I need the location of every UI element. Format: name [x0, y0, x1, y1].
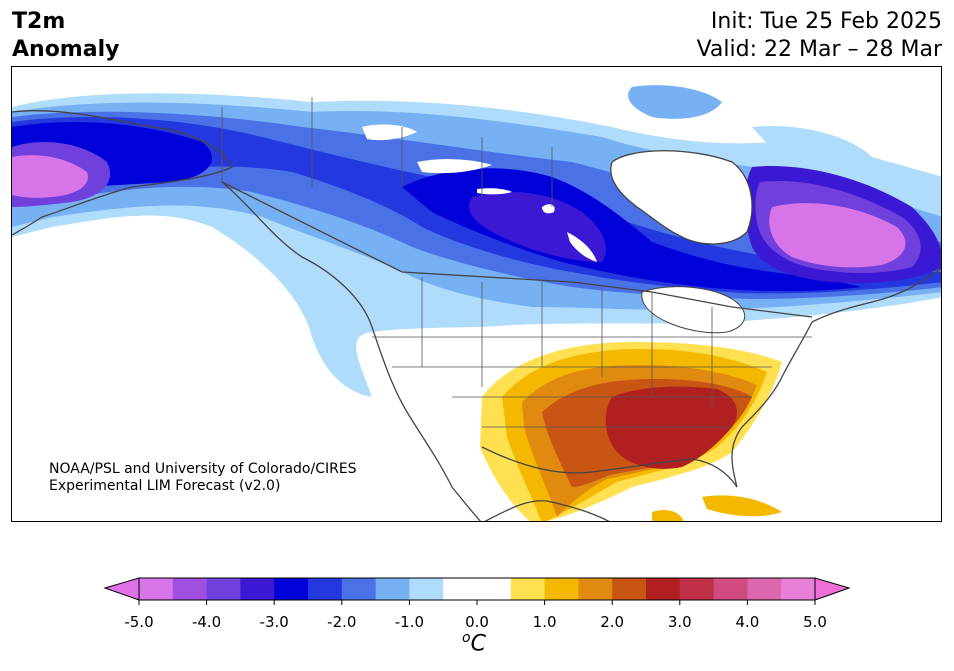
- colorbar-tick-label: 3.0: [667, 613, 692, 631]
- canada-us-border: [221, 181, 813, 318]
- atlantic-coast: [811, 267, 941, 323]
- colorbar-cell: [646, 578, 681, 600]
- colorbar-tick-label: -3.0: [259, 613, 289, 631]
- hudson-coast: [610, 150, 753, 245]
- yucatan: [652, 510, 684, 521]
- credit-line2: Experimental LIM Forecast (v2.0): [49, 478, 281, 494]
- colorbar-tick-label: -2.0: [327, 613, 357, 631]
- colorbar-tick-label: 1.0: [532, 613, 557, 631]
- arctic-light: [752, 126, 872, 160]
- credit-line1: NOAA/PSL and University of Colorado/CIRE…: [49, 461, 357, 477]
- province-lines: [221, 97, 553, 207]
- mexico-coast: [484, 500, 610, 521]
- cold-core-violet: [468, 192, 606, 262]
- lake-athabasca: [477, 188, 512, 195]
- colorbar-tick-label: -5.0: [124, 613, 154, 631]
- unit-letter: C: [470, 631, 486, 657]
- colorbar-cell: [679, 578, 715, 600]
- gulf-coast: [481, 321, 813, 488]
- pacific-coast: [221, 181, 482, 521]
- valid-range: Valid: 22 Mar – 28 Mar: [696, 37, 942, 62]
- colorbar-cell: [240, 578, 275, 600]
- great-bear-lake: [362, 124, 417, 141]
- reindeer-lake: [542, 204, 555, 214]
- colorbar-ticks: [138, 600, 816, 605]
- colorbar-tick-label: 5.0: [803, 613, 827, 631]
- colorbar-cell: [781, 578, 816, 600]
- colorbar-cell: [578, 578, 613, 600]
- alaska-extreme-core: [12, 155, 88, 198]
- colorbar-cell: [612, 578, 647, 600]
- colorbar-cells: [139, 578, 816, 600]
- colorbar-cell: [206, 578, 241, 600]
- state-lines: [372, 277, 812, 428]
- great-lakes: [641, 286, 745, 334]
- colorbar-cell: [375, 578, 410, 600]
- colorbar-tick-label: -1.0: [394, 613, 425, 631]
- colorbar-cell: [443, 578, 478, 600]
- colorbar-cell: [713, 578, 748, 600]
- colorbar-tick-label: 2.0: [600, 613, 625, 631]
- anomaly-map: [11, 66, 942, 522]
- colorbar-cell: [477, 578, 512, 600]
- title-variable: T2m: [12, 9, 66, 34]
- lake-winnipeg: [567, 232, 597, 262]
- colorbar-cell: [747, 578, 782, 600]
- colorbar-tick-label: 0.0: [465, 613, 489, 631]
- warm-red: [605, 386, 737, 469]
- colorbar-tick-label: 4.0: [735, 613, 760, 631]
- hudson-bay: [610, 150, 752, 244]
- colorbar-low-extend: [103, 577, 140, 601]
- title: T2m Anomaly: [12, 8, 119, 64]
- colorbar-cell: [544, 578, 579, 600]
- unit-degree: o: [462, 630, 471, 646]
- colorbar-unit: oC: [462, 630, 486, 656]
- cuba: [702, 495, 782, 517]
- arctic-blue: [628, 85, 722, 119]
- great-slave-lake: [417, 159, 492, 174]
- alaska-coast: [12, 110, 233, 236]
- credit-text: NOAA/PSL and University of Colorado/CIRE…: [49, 461, 357, 495]
- colorbar-cell: [139, 578, 174, 600]
- colorbar-cell: [409, 578, 444, 600]
- map-svg: [12, 67, 941, 521]
- forecast-dates: Init: Tue 25 Feb 2025 Valid: 22 Mar – 28…: [697, 8, 942, 64]
- colorbar-tick-label: -4.0: [191, 613, 222, 631]
- colorbar-high-extend: [814, 577, 851, 601]
- colorbar-cell: [510, 578, 546, 600]
- colorbar-cell: [172, 578, 208, 600]
- quebec-extreme: [769, 203, 906, 268]
- colorbar-cell: [341, 578, 377, 600]
- colorbar: [103, 577, 851, 605]
- init-date: Init: Tue 25 Feb 2025: [710, 9, 942, 34]
- title-anomaly: Anomaly: [12, 37, 120, 62]
- colorbar-cell: [274, 578, 309, 600]
- colorbar-cell: [308, 578, 343, 600]
